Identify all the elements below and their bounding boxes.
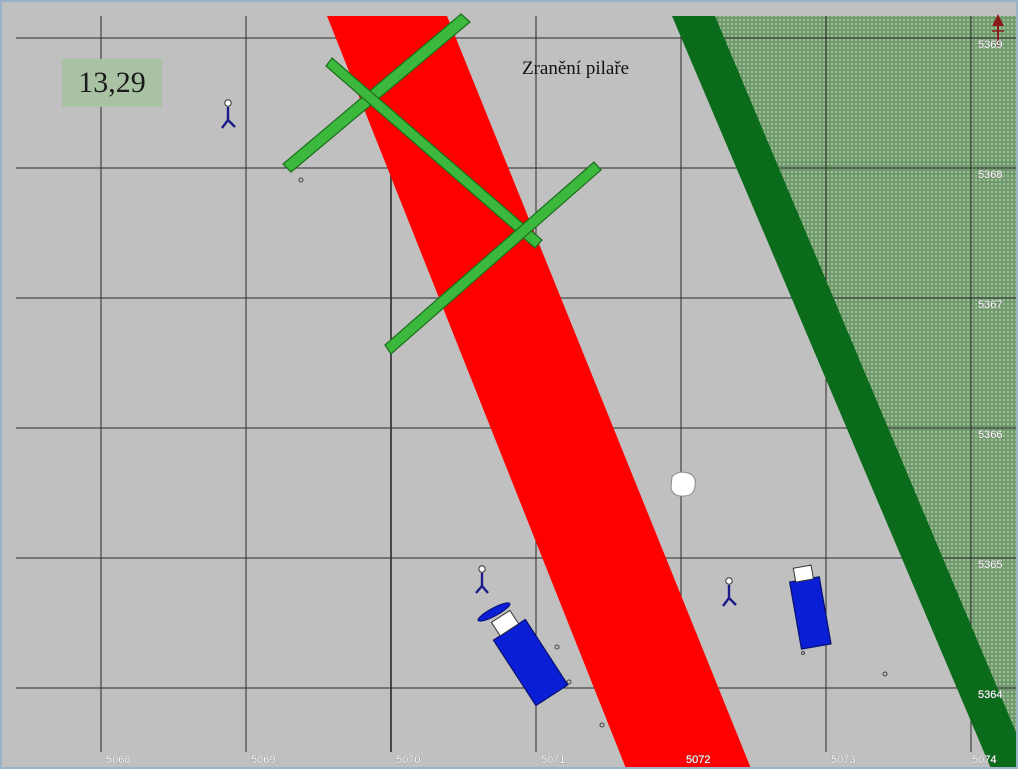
x-tick-label: 5069	[251, 754, 275, 766]
y-tick-label: 5364	[978, 689, 1002, 701]
y-tick-label: 5366	[978, 429, 1002, 441]
y-axis-labels: 5369 5368 5367 5366 5365 5364	[978, 39, 1003, 702]
x-tick-label: 5074	[972, 754, 996, 766]
red-danger-strip	[327, 16, 751, 767]
person-icon[interactable]	[221, 99, 236, 129]
x-tick-label: 5070	[396, 754, 420, 766]
harvester-icon[interactable]	[787, 564, 832, 650]
harvester-head-icon	[477, 602, 511, 622]
felled-logs	[282, 13, 602, 355]
person-icon[interactable]	[475, 565, 489, 594]
x-tick-label: 5072	[686, 754, 710, 766]
felled-log-1	[282, 13, 471, 173]
x-tick-label: 5068	[106, 754, 130, 766]
x-tick-label: 5073	[831, 754, 855, 766]
map-grid	[16, 16, 1016, 752]
y-tick-label: 5368	[978, 169, 1002, 181]
felled-log-2	[325, 57, 543, 249]
north-arrow-icon	[992, 14, 1004, 46]
x-tick-label: 5071	[541, 754, 565, 766]
dark-green-strip	[672, 16, 1016, 767]
harvester-icon[interactable]	[485, 606, 569, 707]
felled-log-3	[384, 161, 602, 355]
y-tick-label: 5365	[978, 559, 1002, 571]
y-tick-label: 5367	[978, 299, 1002, 311]
y-tick-label: 5369	[978, 39, 1002, 51]
person-icon[interactable]	[722, 577, 737, 607]
debris-icon	[670, 471, 696, 497]
time-value: 13,29	[78, 66, 146, 99]
map-title: Zranění pilaře	[522, 58, 630, 79]
stump-markers	[298, 177, 888, 728]
x-axis-labels: 5068 5069 5070 5071 5072 5073 5074	[106, 754, 997, 767]
time-indicator: 13,29	[62, 59, 162, 107]
